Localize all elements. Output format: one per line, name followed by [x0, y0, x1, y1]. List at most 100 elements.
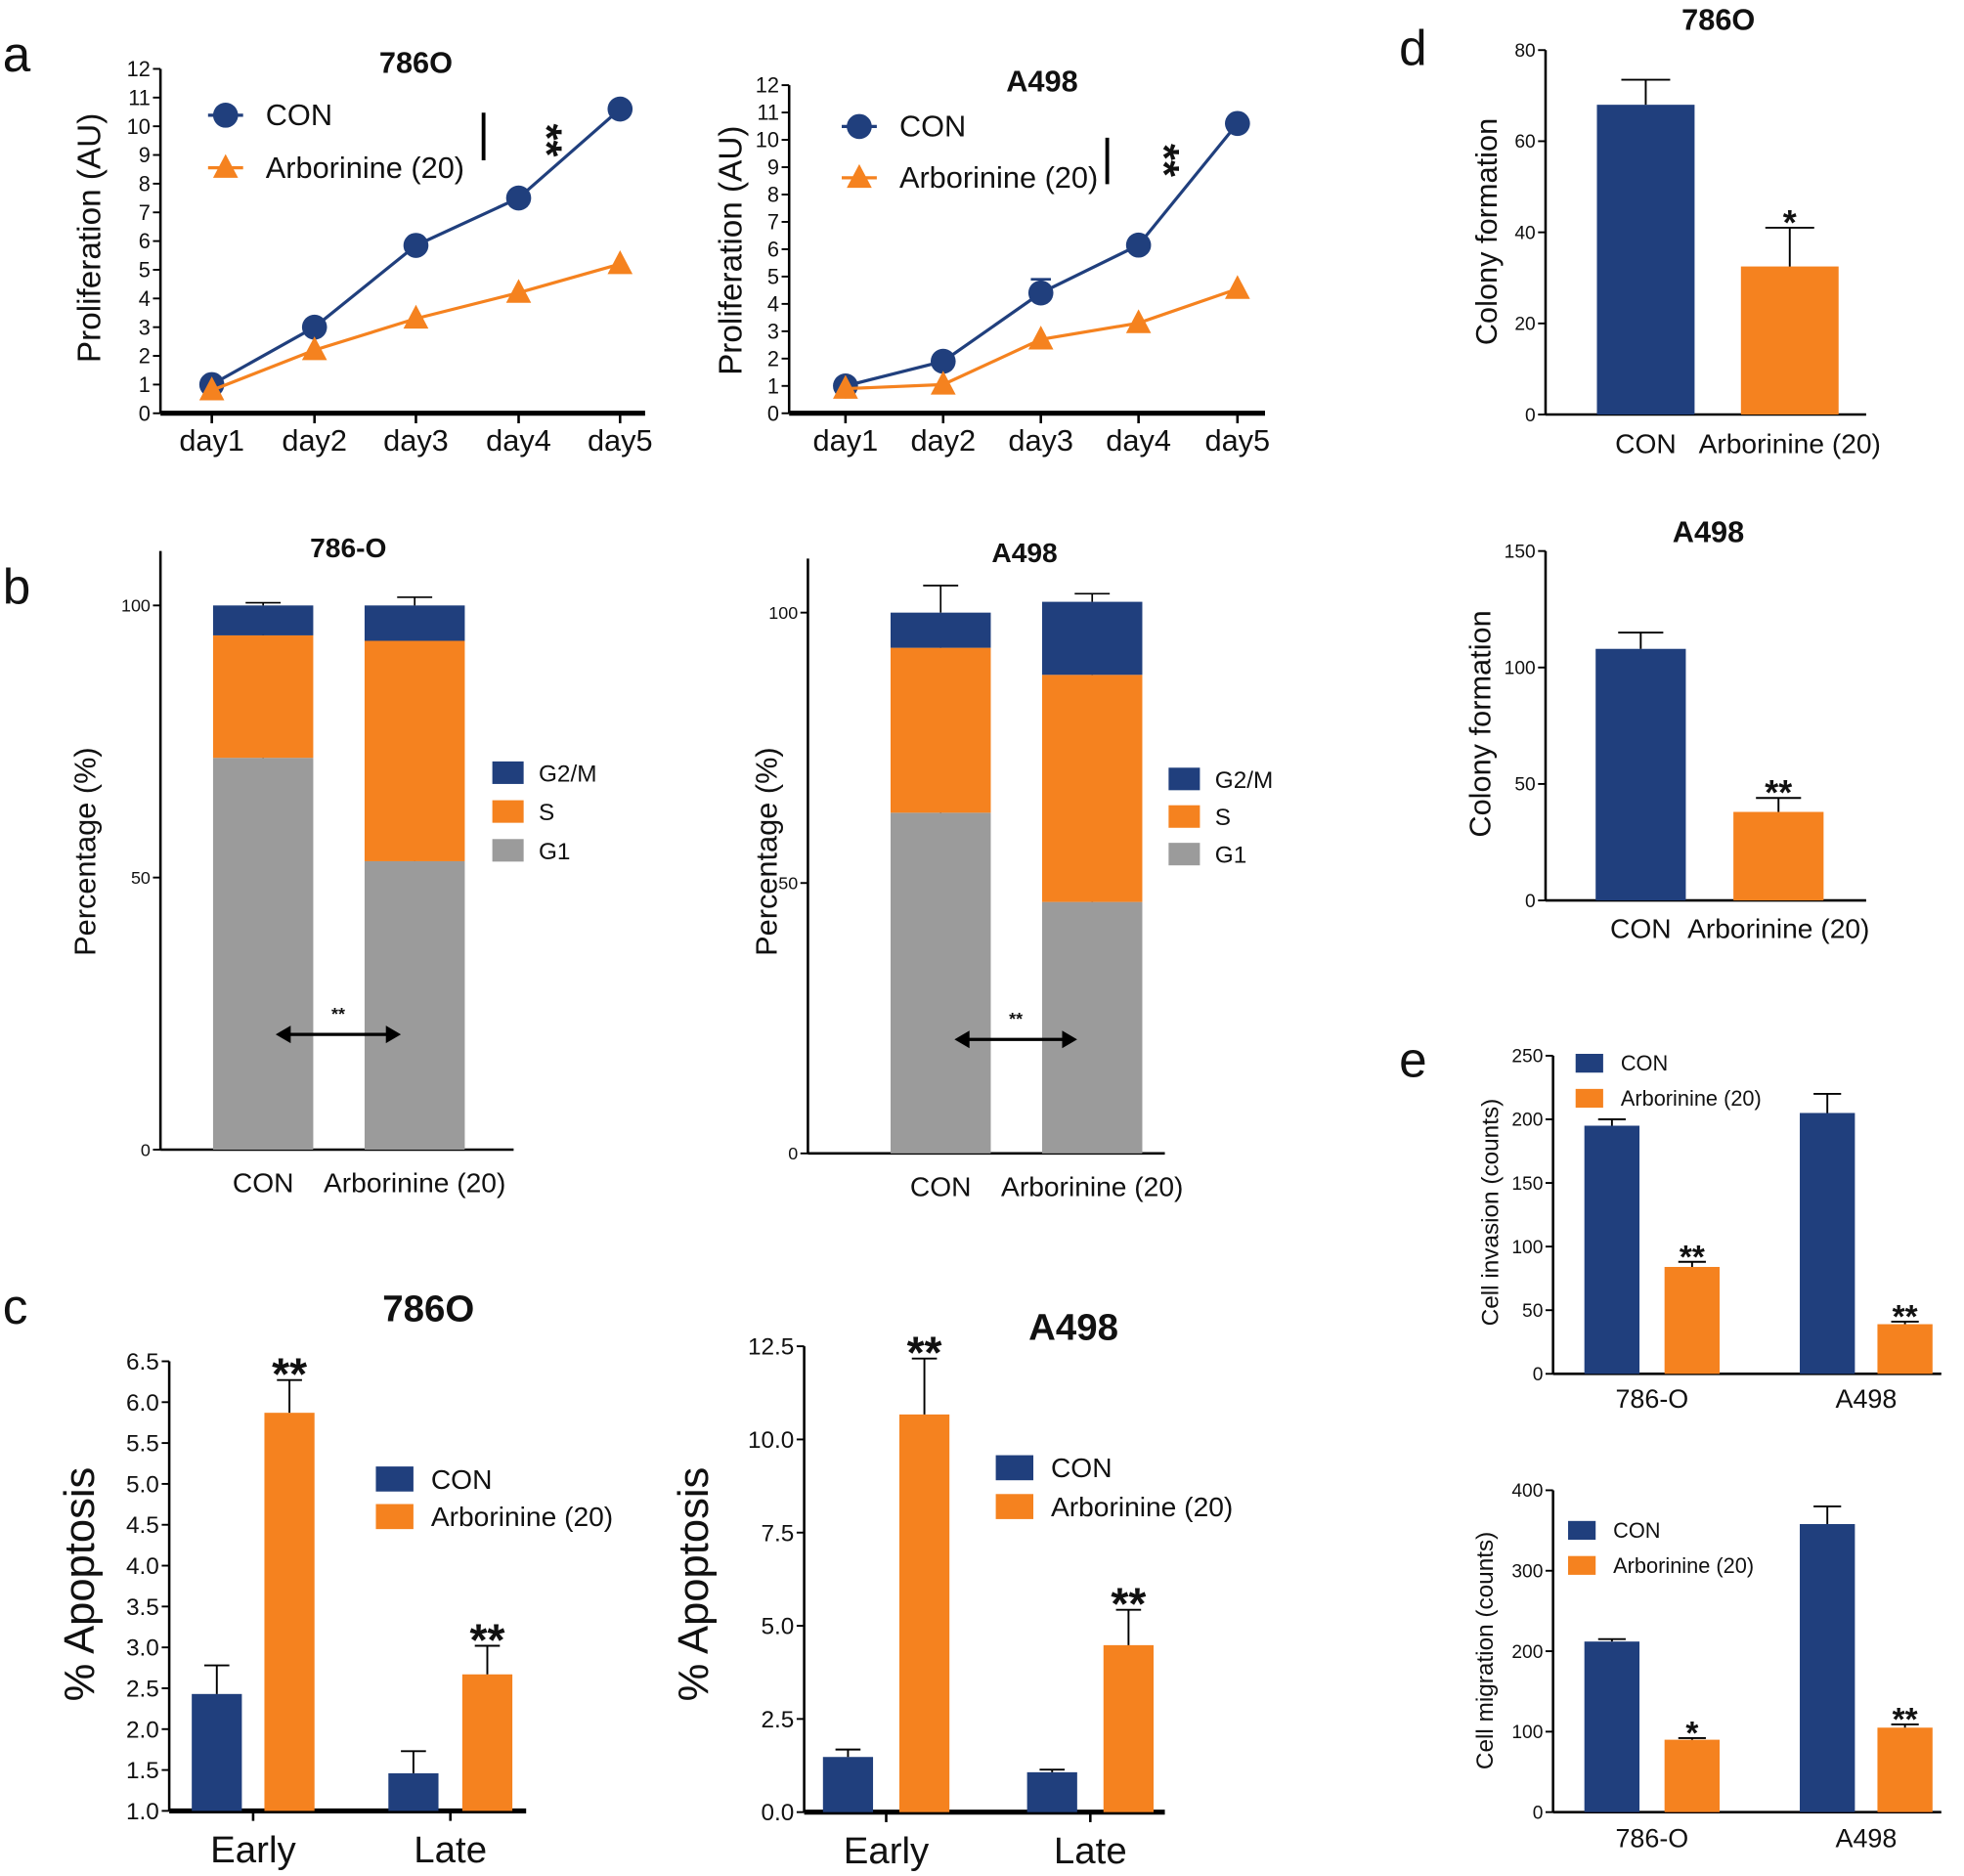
error-bar — [1039, 1768, 1066, 1772]
legend-label: Arborinine (20) — [899, 160, 1098, 195]
bar — [1584, 1641, 1640, 1812]
y-tick-label: 0 — [139, 401, 151, 425]
x-tick-label: Arborinine (20) — [324, 1167, 505, 1199]
error-bar — [474, 1644, 501, 1675]
legend-swatch — [492, 800, 524, 823]
bar — [1103, 1644, 1155, 1812]
bar — [388, 1772, 439, 1811]
y-tick-label: 50 — [131, 868, 151, 888]
significance-label: ** — [1140, 144, 1187, 177]
chart-8: 0 50 100 150 200 250 Cell invasion (counts) 786… — [1477, 1047, 1942, 1414]
y-tick-label: 4 — [767, 291, 779, 316]
x-tick-label: day1 — [179, 423, 244, 458]
y-tick-label: 5 — [139, 258, 151, 283]
legend-swatch — [1168, 767, 1200, 791]
y-axis-label: Colony formation — [1469, 118, 1504, 345]
error-bar — [401, 1750, 426, 1773]
y-tick-label: 12 — [127, 57, 151, 81]
y-tick-label: 50 — [1514, 775, 1535, 796]
legend-label: G2/M — [539, 761, 596, 787]
bar-segment — [1041, 901, 1143, 1154]
error-bar — [1618, 632, 1664, 649]
chart-title: A498 — [1028, 1307, 1118, 1349]
error-bar — [1678, 1260, 1706, 1267]
bar-segment — [890, 812, 991, 1154]
y-tick-label: 0.0 — [762, 1800, 795, 1826]
legend-swatch — [1168, 805, 1200, 828]
y-axis-label: Percentage (%) — [749, 747, 783, 956]
chart-6: 0 20 40 60 80 786O Colony formation CON Arborini… — [1469, 3, 1881, 459]
x-tick-label: CON — [233, 1167, 294, 1199]
data-point — [1125, 309, 1152, 333]
bar-segment — [212, 758, 314, 1150]
y-tick-label: 4.5 — [126, 1512, 159, 1539]
significance-label: ** — [1680, 1240, 1705, 1276]
panel-label-a: a — [3, 26, 31, 82]
y-tick-label: 4 — [139, 286, 151, 311]
significance-label: ** — [907, 1328, 942, 1378]
y-tick-label: 12.5 — [748, 1334, 794, 1361]
legend-swatch — [1168, 843, 1200, 866]
error-bar — [1074, 592, 1111, 602]
chart-7: 0 50 100 150 A498 Colony formation CON Arborini… — [1463, 515, 1870, 944]
bar — [1596, 105, 1695, 415]
x-tick-label: Early — [844, 1830, 930, 1872]
legend-marker — [212, 103, 239, 128]
significance-label: * — [1685, 1716, 1698, 1752]
bar — [1800, 1113, 1855, 1374]
y-tick-label: 100 — [1511, 1723, 1543, 1743]
significance-label: ** — [1765, 773, 1792, 812]
data-point — [301, 314, 327, 340]
x-tick-label: day2 — [282, 423, 347, 458]
data-point — [607, 249, 633, 275]
y-tick-label: 200 — [1511, 1642, 1543, 1663]
x-tick-label: day5 — [588, 423, 653, 458]
bar — [1740, 266, 1839, 415]
data-point — [1027, 280, 1054, 306]
data-point — [403, 304, 429, 329]
y-tick-label: 9 — [767, 155, 779, 180]
legend-swatch — [995, 1455, 1034, 1481]
legend-swatch — [1575, 1053, 1603, 1073]
significance-label: ** — [1009, 1009, 1023, 1028]
legend-label: CON — [431, 1463, 493, 1495]
y-tick-label: 200 — [1511, 1111, 1543, 1131]
chart-title: 786O — [379, 45, 453, 79]
chart-4: 1.0 1.5 2.0 2.5 3.0 3.5 4.0 4.5 5.0 5.5 6.0 6.5 786O… — [57, 1287, 613, 1870]
bar-segment — [890, 647, 991, 813]
y-tick-label: 6.5 — [126, 1349, 159, 1375]
x-tick-label: day4 — [1106, 423, 1171, 458]
y-axis-label: Cell invasion (counts) — [1477, 1099, 1504, 1327]
legend-label: Arborinine (20) — [1051, 1491, 1233, 1522]
x-tick-label: CON — [910, 1170, 972, 1201]
error-bar — [1621, 78, 1671, 106]
y-axis-label: % Apoptosis — [671, 1467, 718, 1702]
error-bar — [1597, 1118, 1626, 1126]
x-tick-label: Late — [414, 1829, 487, 1871]
legend-swatch — [375, 1504, 414, 1530]
x-tick-label: A498 — [1836, 1824, 1898, 1854]
bar — [1595, 648, 1686, 901]
legend-swatch — [492, 761, 524, 784]
legend-label: CON — [1621, 1051, 1668, 1075]
bar — [1664, 1266, 1721, 1374]
y-tick-label: 5.0 — [762, 1614, 795, 1640]
data-point — [301, 336, 327, 361]
y-tick-label: 3 — [139, 315, 151, 339]
error-bar — [1115, 1608, 1142, 1645]
y-tick-label: 0 — [767, 401, 779, 425]
bar — [1584, 1125, 1640, 1374]
x-tick-label: day3 — [383, 423, 449, 458]
y-tick-label: 60 — [1514, 132, 1535, 153]
legend-swatch — [1575, 1088, 1603, 1109]
legend-label: CON — [899, 109, 966, 144]
y-tick-label: 0 — [1525, 892, 1536, 912]
y-tick-label: 80 — [1514, 41, 1535, 62]
chart-title: A498 — [1006, 65, 1077, 99]
bar-segment — [1041, 675, 1143, 902]
y-tick-label: 7 — [767, 210, 779, 235]
data-point — [833, 374, 858, 399]
bar-segment — [212, 634, 314, 759]
y-tick-label: 7 — [139, 200, 151, 225]
